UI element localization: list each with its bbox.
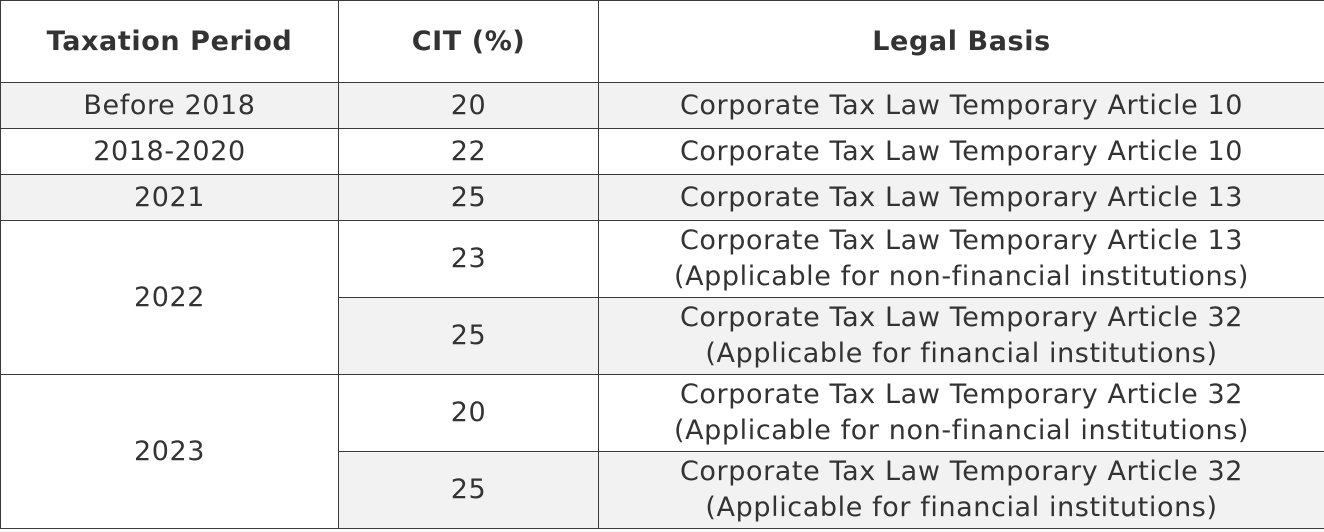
period-cell: 2023 [0, 374, 339, 529]
basis-cell: Corporate Tax Law Temporary Article 32 (A… [598, 451, 1324, 529]
cit-cell: 25 [338, 174, 599, 221]
period-cell: 2018-2020 [0, 128, 339, 175]
basis-line: Corporate Tax Law Temporary Article 32 [679, 379, 1244, 410]
cit-cell: 25 [338, 297, 599, 375]
header-row: Taxation Period CIT (%) Legal Basis [0, 0, 1324, 83]
cit-cell: 25 [338, 451, 599, 529]
period-cell: 2022 [0, 220, 339, 375]
cit-cell: 20 [338, 82, 599, 129]
basis-line: Corporate Tax Law Temporary Article 32 [679, 456, 1244, 487]
header-cell: CIT (%) [338, 0, 599, 83]
table-row: 2021 25 Corporate Tax Law Temporary Articl… [0, 174, 1324, 221]
basis-line: Corporate Tax Law Temporary Article 10 [679, 89, 1244, 121]
basis-line: Corporate Tax Law Temporary Article 13 [679, 225, 1244, 256]
table-row: 2022 23 Corporate Tax Law Temporary Articl… [0, 220, 1324, 375]
table-row: 2018-2020 22 Corporate Tax Law Temporary A… [0, 128, 1324, 175]
cit-cell: 23 [338, 220, 599, 298]
table-row: 25 Corporate Tax Law Temporary Article 32… [1, 451, 1324, 529]
basis-cell: Corporate Tax Law Temporary Article 13 (A… [598, 220, 1324, 298]
cit-cell: 20 [338, 374, 599, 452]
basis-line: (Applicable for financial institutions) [705, 338, 1218, 369]
basis-line: (Applicable for non-financial institutio… [673, 415, 1250, 446]
basis-line: Corporate Tax Law Temporary Article 13 [679, 181, 1244, 213]
header-cell: Taxation Period [0, 0, 339, 83]
basis-line: (Applicable for non-financial institutio… [673, 261, 1250, 292]
period-cell: Before 2018 [0, 82, 339, 129]
cit-cell: 22 [338, 128, 599, 175]
basis-line: (Applicable for financial institutions) [705, 492, 1218, 523]
table-row: 2023 20 Corporate Tax Law Temporary Articl… [0, 374, 1324, 529]
basis-cell: Corporate Tax Law Temporary Article 10 [598, 128, 1324, 175]
period-cell: 2021 [0, 174, 339, 221]
basis-cell: Corporate Tax Law Temporary Article 10 [598, 82, 1324, 129]
basis-line: Corporate Tax Law Temporary Article 32 [679, 302, 1244, 333]
basis-cell: Corporate Tax Law Temporary Article 13 [598, 174, 1324, 221]
table-row: 25 Corporate Tax Law Temporary Article 32… [1, 297, 1324, 375]
header-cell: Legal Basis [598, 0, 1324, 83]
table-body: Before 2018 20 Corporate Tax Law Temporary… [0, 82, 1324, 529]
table-row: Before 2018 20 Corporate Tax Law Temporary… [0, 82, 1324, 129]
basis-line: Corporate Tax Law Temporary Article 10 [679, 135, 1244, 167]
basis-cell: Corporate Tax Law Temporary Article 32 (A… [598, 374, 1324, 452]
basis-cell: Corporate Tax Law Temporary Article 32 (A… [598, 297, 1324, 375]
